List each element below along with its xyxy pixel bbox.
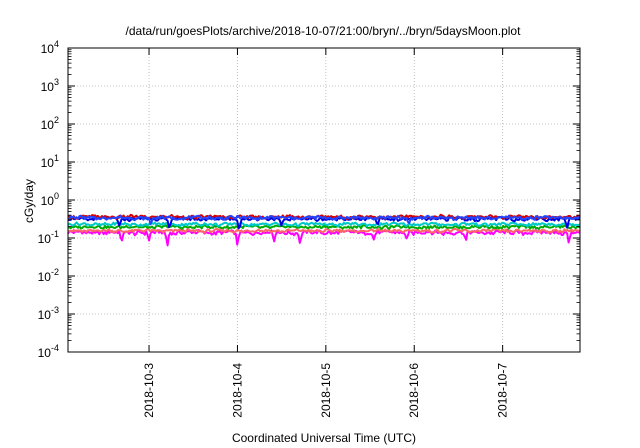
y-tick-label: 10-4 <box>38 343 59 360</box>
series-layer <box>67 213 581 247</box>
series-line <box>67 228 581 247</box>
grid <box>68 48 580 352</box>
y-tick-label: 101 <box>41 153 59 170</box>
y-tick-label: 10-2 <box>38 267 59 284</box>
x-tick-label: 2018-10-5 <box>319 363 333 418</box>
x-tick-label: 2018-10-6 <box>407 363 421 418</box>
chart-title: /data/run/goesPlots/archive/2018-10-07/2… <box>126 24 522 38</box>
x-tick-label: 2018-10-7 <box>496 363 510 418</box>
series-line <box>67 227 580 234</box>
series-line <box>67 221 581 228</box>
y-tick-label: 103 <box>41 77 59 94</box>
y-tick-label: 104 <box>41 39 59 56</box>
y-tick-label: 10-1 <box>38 229 59 246</box>
x-tick-label: 2018-10-4 <box>230 363 244 418</box>
series-line <box>68 224 581 230</box>
x-tick-label: 2018-10-3 <box>142 363 156 418</box>
y-tick-label: 100 <box>41 191 59 208</box>
y-tick-label: 10-3 <box>38 305 59 322</box>
y-tick-label: 102 <box>41 115 59 132</box>
x-axis-label: Coordinated Universal Time (UTC) <box>232 431 416 445</box>
y-axis-label: cGy/day <box>22 179 36 223</box>
series-line <box>67 214 581 226</box>
